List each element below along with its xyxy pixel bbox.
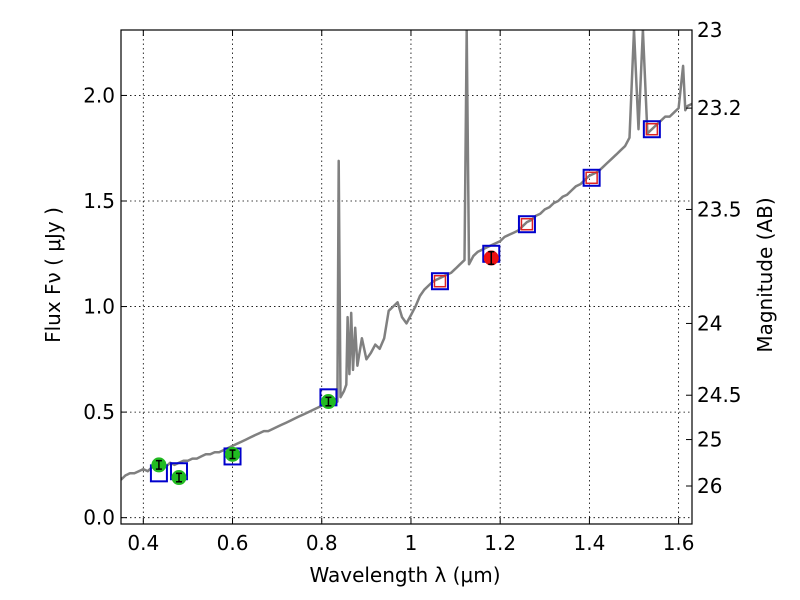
tick-layer: 0.4 0.6 0.8 1 1.2 1.4 1.6 0.0 0.5 1.0 1.5 2.0 23 23.2… (83, 18, 741, 555)
x-tick-label: 0.4 (127, 531, 159, 555)
x-tick-label: 1.4 (573, 531, 605, 555)
y2-tick-label: 24 (697, 311, 722, 335)
y-tick-label: 1.0 (83, 295, 115, 319)
model-photometry-square (642, 120, 661, 139)
y-tick-label: 0.0 (83, 506, 115, 530)
marker-layer (149, 120, 661, 486)
plot-frame (120, 29, 693, 525)
x-tick-label: 0.6 (217, 531, 249, 555)
x-tick-label: 1 (405, 531, 418, 555)
nir-point-square (645, 122, 659, 136)
nir-point-square (433, 274, 447, 288)
model-photometry-square (582, 168, 601, 187)
y2-tick-label: 26 (697, 474, 722, 498)
nir-point-square (585, 171, 598, 185)
y2-tick-label: 23.5 (697, 197, 742, 221)
y-tick-label: 0.5 (83, 400, 115, 424)
model-photometry-square (430, 272, 449, 291)
model-photometry-square (517, 215, 536, 234)
y-tick-label: 1.5 (83, 189, 115, 213)
frame-layer (120, 29, 693, 525)
x-tick-label: 1.2 (484, 531, 516, 555)
y2-tick-label: 23 (697, 18, 722, 42)
x-tick-label: 0.8 (306, 531, 338, 555)
grid-layer (121, 30, 692, 524)
y-axis-title: Flux Fν ( μJy ) (41, 207, 65, 343)
y-tick-label: 2.0 (83, 83, 115, 107)
x-tick-label: 1.6 (663, 531, 695, 555)
y2-tick-label: 23.2 (697, 96, 742, 120)
y2-tick-label: 24.5 (697, 383, 742, 407)
y2-axis-title: Magnitude (AB) (753, 197, 777, 352)
nir-point-square (520, 217, 534, 231)
x-axis-title: Wavelength λ (μm) (309, 563, 500, 587)
y2-tick-label: 25 (697, 428, 722, 452)
